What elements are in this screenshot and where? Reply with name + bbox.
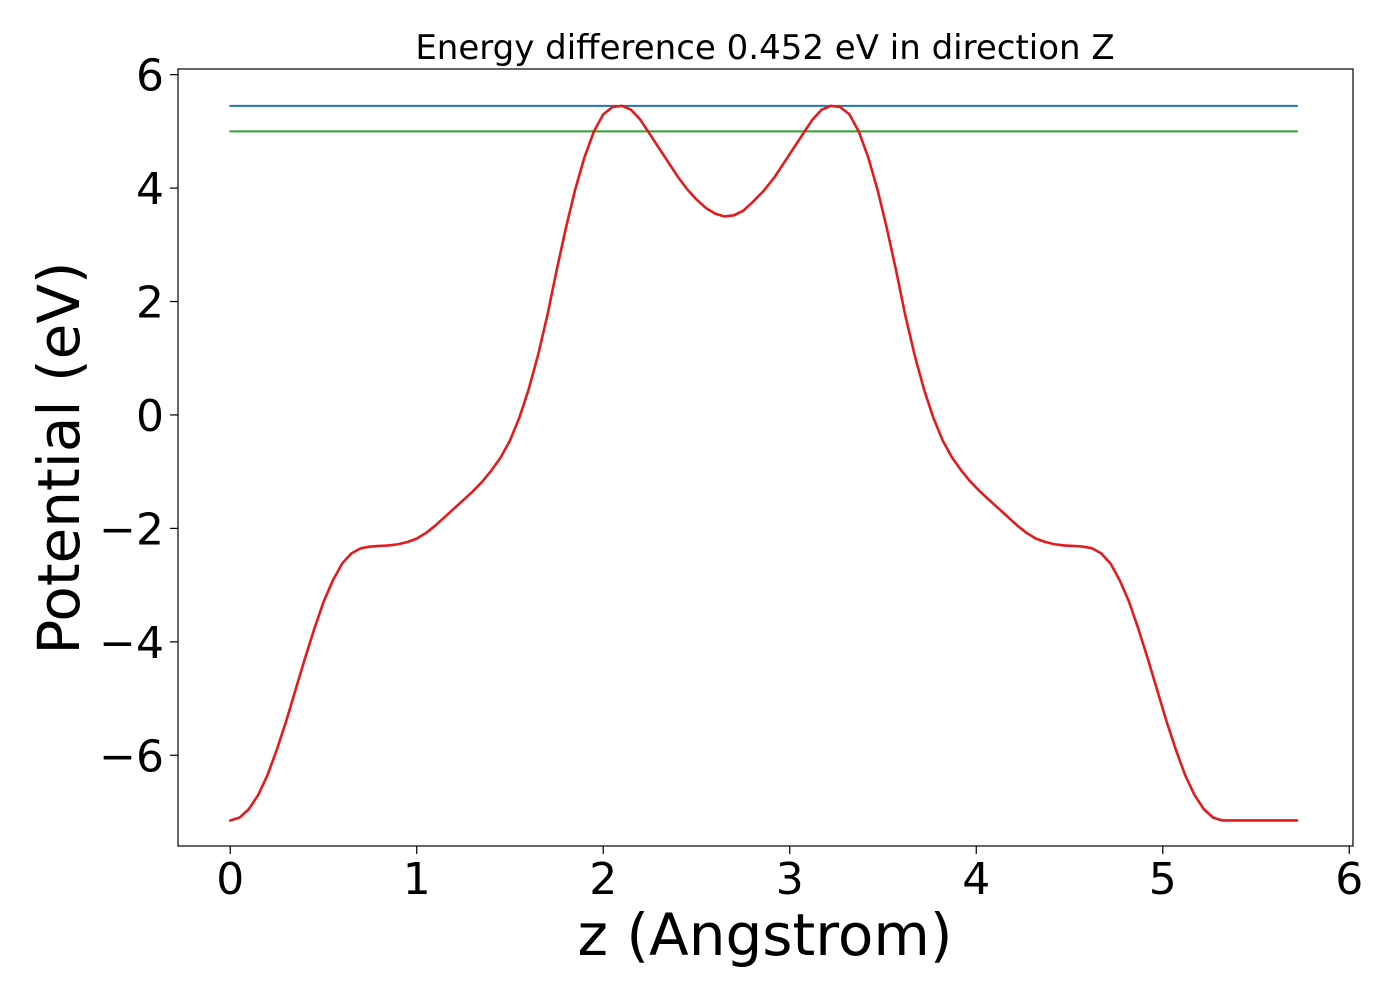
y-tick-label: −2 [99,504,164,555]
x-tick-label: 6 [1335,854,1363,905]
x-tick-label: 1 [403,854,431,905]
axis-ticks: 0 1 2 3 4 5 6 −6 −4 −2 0 2 4 6 [99,51,1363,905]
x-tick-label: 0 [216,854,244,905]
x-tick-label: 5 [1149,854,1177,905]
x-tick-label: 3 [776,854,804,905]
y-tick-label: 2 [136,278,164,329]
series-line-3 [228,104,1299,822]
y-tick-label: −6 [99,731,164,782]
x-tick-label: 4 [962,854,990,905]
y-tick-label: 6 [136,51,164,102]
plot-frame [177,68,1354,847]
y-tick-label: −4 [99,618,164,669]
y-tick-label: 0 [136,391,164,442]
plot-area [228,104,1299,822]
y-tick-label: 4 [136,164,164,215]
x-axis-label: z (Angstrom) [578,901,953,969]
x-tick-label: 2 [589,854,617,905]
y-axis-label: Potential (eV) [25,261,93,654]
chart-title: Energy difference 0.452 eV in direction … [415,28,1114,68]
